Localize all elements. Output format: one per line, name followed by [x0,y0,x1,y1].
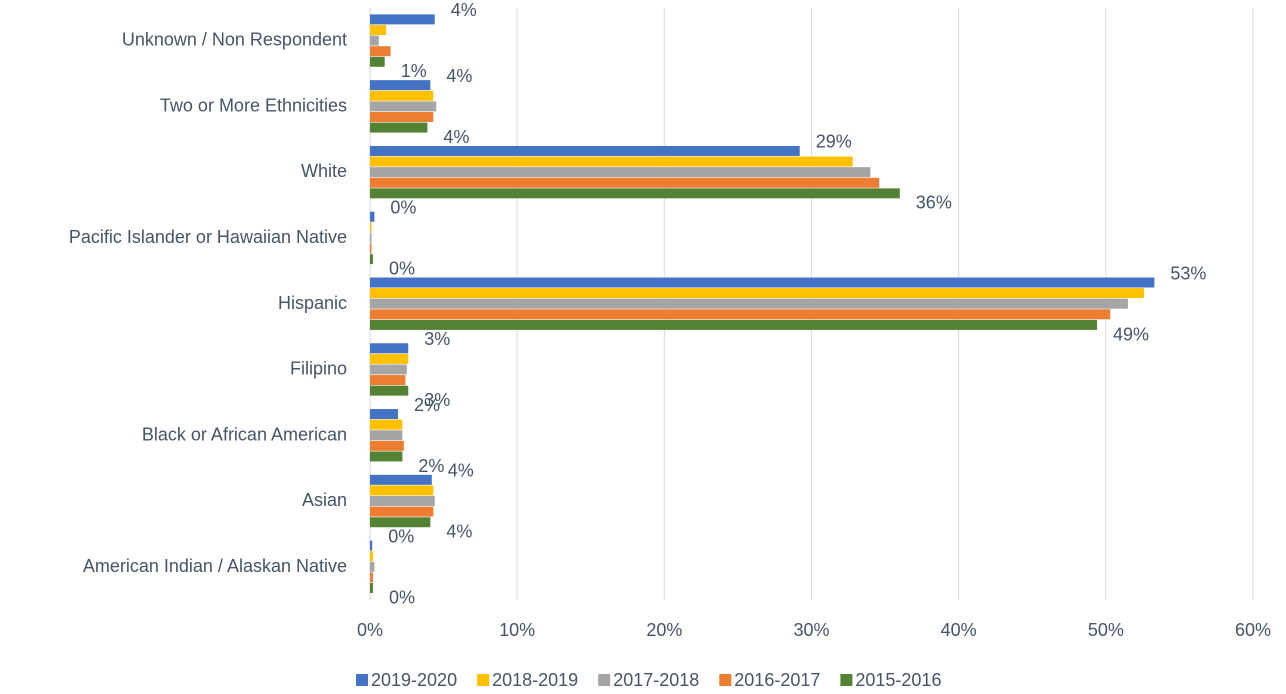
legend-label: 2016-2017 [734,670,820,690]
bar [370,167,871,178]
category-label: Unknown / Non Respondent [122,30,347,50]
category-label: American Indian / Alaskan Native [83,556,347,576]
bar [370,243,372,254]
legend-swatch [356,674,368,686]
bar [370,80,431,91]
bar [370,56,385,67]
bar [370,156,853,167]
bar [370,211,375,222]
category-label: Asian [302,490,347,510]
data-label: 49% [1113,324,1149,344]
bar [370,298,1128,309]
data-label: 53% [1170,263,1206,283]
bar [370,485,434,496]
x-tick-label: 10% [499,620,535,640]
bar [370,254,373,265]
bar [370,385,409,396]
category-label: Black or African American [142,424,347,444]
bar [370,561,375,572]
bar [370,90,434,101]
category-label: Pacific Islander or Hawaiian Native [69,227,347,247]
bar [370,319,1098,330]
category-label: White [301,161,347,181]
legend-swatch [598,674,611,686]
x-tick-label: 50% [1088,620,1124,640]
category-label: Two or More Ethnicities [160,95,347,115]
bar [370,409,398,420]
legend-swatch [719,674,732,686]
category-label: Hispanic [278,293,347,313]
data-label: 4% [446,522,472,542]
legend-swatch [840,674,853,686]
bar [370,583,373,594]
bar [370,35,379,46]
data-label: 0% [388,526,414,546]
bar [370,309,1111,320]
bar [370,474,432,485]
bar [370,122,428,133]
bar [370,101,437,112]
x-tick-label: 30% [793,620,829,640]
data-label: 4% [451,0,477,20]
legend-label: 2019-2020 [371,670,457,690]
x-tick-label: 20% [646,620,682,640]
bar [370,232,372,243]
bar [370,343,409,354]
bar [370,46,391,57]
legend-label: 2015-2016 [855,670,941,690]
bar [370,551,373,562]
data-label: 29% [816,132,852,152]
bar [370,506,434,517]
data-label: 1% [401,61,427,81]
x-tick-label: 0% [357,620,383,640]
legend-label: 2018-2019 [492,670,578,690]
x-tick-label: 40% [941,620,977,640]
bar [370,145,800,156]
bar [370,364,407,375]
bar [370,188,900,199]
data-label: 3% [424,329,450,349]
legend-swatch [477,674,490,686]
bar [370,14,435,25]
bar [370,177,880,188]
x-tick-label: 60% [1235,620,1271,640]
bar [370,440,404,451]
bar [370,540,373,551]
data-label: 2% [418,456,444,476]
data-label: 3% [424,390,450,410]
bar [370,288,1145,299]
bar [370,496,435,507]
data-label: 4% [448,461,474,481]
bar [370,375,406,386]
bar [370,24,387,35]
bar [370,517,431,528]
bar [370,451,403,462]
category-label: Filipino [290,359,347,379]
data-label: 0% [389,258,415,278]
bar [370,430,403,441]
data-label: 4% [446,66,472,86]
bar [370,353,409,364]
bar [370,111,434,122]
data-label: 2% [414,395,440,415]
data-label: 0% [390,197,416,217]
data-label: 4% [443,127,469,147]
data-label: 36% [916,193,952,213]
data-label: 0% [389,587,415,607]
bar [370,419,403,430]
bar [370,222,372,233]
legend-label: 2017-2018 [613,670,699,690]
bar [370,572,373,583]
bar [370,277,1155,288]
